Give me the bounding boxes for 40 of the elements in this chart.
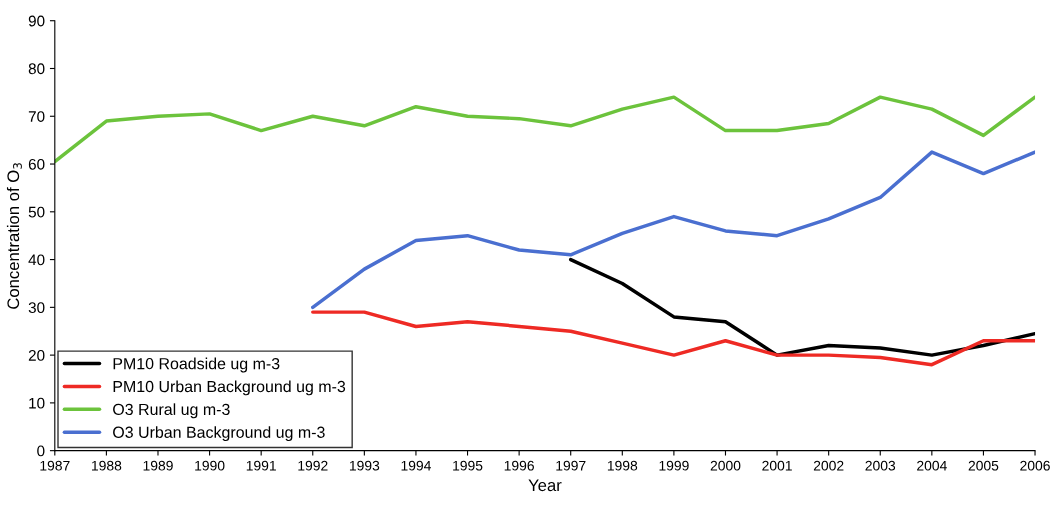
- y-tick-label: 20: [28, 349, 45, 361]
- x-tick-label: 1989: [143, 460, 173, 471]
- line-series: [568, 257, 1036, 357]
- line-series: [54, 95, 1036, 164]
- y-tick-label: 80: [28, 63, 45, 75]
- x-tick-label: 1990: [195, 460, 225, 471]
- legend-label: PM10 Roadside ug m-3: [113, 357, 280, 373]
- y-tick-label: 0: [37, 445, 45, 457]
- x-tick-label: 2003: [865, 460, 896, 471]
- y-axis-title: Concentration of O$_{3}$: [6, 163, 22, 309]
- y-tick-label: 70: [28, 111, 45, 122]
- x-axis-title: Year: [528, 479, 562, 492]
- x-tick-label: 1988: [92, 460, 122, 471]
- y-tick-label: 30: [28, 302, 45, 314]
- y-tick-label: 50: [28, 206, 45, 218]
- y-tick-label: 60: [28, 158, 45, 170]
- x-tick-label: 1987: [40, 460, 70, 471]
- x-tick-label: 2004: [917, 460, 947, 471]
- x-tick-label: 2006: [1020, 460, 1050, 471]
- x-tick-label: 2002: [813, 460, 844, 471]
- line-series: [311, 310, 1036, 367]
- x-tick-label: 1996: [504, 460, 534, 471]
- x-tick-label: 1991: [246, 460, 276, 471]
- x-tick-label: 1999: [659, 460, 689, 471]
- y-tick-label: 90: [28, 15, 45, 27]
- legend-label: O3 Urban Background ug m-3: [113, 426, 325, 442]
- line-series: [311, 150, 1036, 310]
- x-tick-label: 1995: [453, 460, 483, 471]
- x-tick-label: 2000: [710, 460, 741, 471]
- x-tick-label: 1993: [349, 460, 380, 471]
- x-tick-label: 1994: [401, 460, 431, 471]
- x-tick-label: 1997: [556, 460, 586, 471]
- y-tick-label: 10: [29, 397, 45, 409]
- x-tick-label: 2001: [762, 460, 792, 471]
- x-tick-label: 1998: [607, 460, 638, 471]
- x-tick-label: 2005: [968, 460, 999, 471]
- legend-label: O3 Rural ug m-3: [113, 403, 230, 419]
- x-tick-label: 1992: [298, 460, 328, 471]
- legend-label: PM10 Urban Background ug m-3: [113, 380, 346, 396]
- y-tick-label: 40: [28, 254, 45, 266]
